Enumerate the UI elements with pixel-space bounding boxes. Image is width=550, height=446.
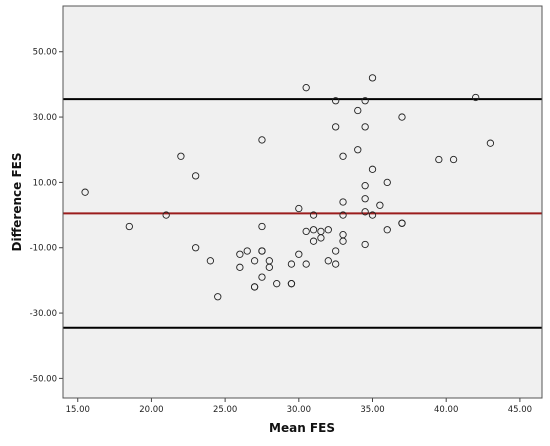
data-point-45 [339,237,347,245]
data-point-59 [383,178,391,187]
y-tick-label: -30.00 [30,309,57,319]
data-point-22 [273,280,281,288]
data-point-65 [449,155,458,164]
data-point-3 [162,211,170,219]
data-point-2 [125,222,133,231]
data-point-50 [361,123,369,131]
data-point-47 [354,106,362,115]
data-point-66 [472,93,480,102]
x-tick-label: 45.00 [508,405,532,415]
data-point-26 [295,250,303,258]
data-point-54 [361,240,369,249]
data-point-61 [398,113,406,121]
data-point-67 [486,139,495,147]
data-point-9 [236,250,244,258]
data-point-8 [214,293,222,301]
y-tick-label: -10.00 [30,244,57,254]
data-point-46 [339,152,347,160]
data-point-5 [191,172,200,180]
data-point-25 [287,280,296,288]
data-point-30 [302,84,310,92]
data-point-28 [302,227,310,236]
data-point-52 [361,195,369,203]
x-axis-ticks: 15.00 20.00 25.00 30.00 35.00 40.00 45.00 [66,398,532,415]
data-point-48 [354,146,362,154]
data-point-10 [236,263,244,271]
data-point-14 [250,283,259,291]
data-points [81,74,495,301]
data-point-56 [368,165,377,173]
y-tick-label: -50.00 [30,374,57,384]
data-point-40 [332,123,340,131]
y-tick-label: 10.00 [33,178,57,188]
data-point-43 [339,211,347,219]
data-point-55 [368,74,377,82]
data-point-32 [309,237,318,245]
data-point-63 [398,219,406,227]
data-point-42 [339,198,347,206]
data-point-27 [295,204,303,213]
y-axis-ticks: 50.00 30.00 10.00 -10.00 -30.00 -50.00 [30,48,63,384]
data-point-35 [317,234,325,242]
data-point-57 [368,211,377,219]
data-point-23 [287,260,296,268]
data-point-17 [258,273,266,281]
data-point-53 [361,208,369,216]
data-point-64 [435,155,443,164]
data-point-51 [361,182,369,190]
data-point-39 [332,260,340,268]
x-tick-label: 20.00 [139,405,163,415]
x-tick-label: 40.00 [434,405,458,415]
y-axis-title: Difference FES [10,153,24,252]
data-point-16 [258,247,266,255]
data-point-31 [309,226,318,234]
data-point-12 [250,257,259,265]
x-tick-label: 15.00 [66,405,90,415]
data-point-21 [265,263,273,271]
x-tick-label: 25.00 [213,405,237,415]
plot-area [63,6,542,398]
plot-frame [62,5,543,399]
data-point-11 [243,247,251,255]
data-point-7 [206,257,215,265]
data-point-38 [332,247,340,255]
data-point-19 [258,136,266,144]
data-point-60 [383,226,391,234]
data-point-4 [177,152,185,160]
data-point-18 [258,222,266,231]
data-point-33 [309,211,318,219]
data-point-6 [191,244,200,252]
x-tick-label: 35.00 [360,405,384,415]
data-point-58 [376,201,384,209]
data-point-1 [81,188,89,196]
x-tick-label: 30.00 [287,405,311,415]
data-point-41 [332,97,340,105]
data-point-37 [324,257,332,265]
data-point-36 [324,226,332,234]
data-point-29 [302,260,310,268]
data-point-49 [361,97,369,105]
y-tick-label: 50.00 [33,48,57,58]
x-axis-title: Mean FES [269,421,335,435]
y-tick-label: 30.00 [33,113,57,123]
reference-lines [63,98,542,329]
